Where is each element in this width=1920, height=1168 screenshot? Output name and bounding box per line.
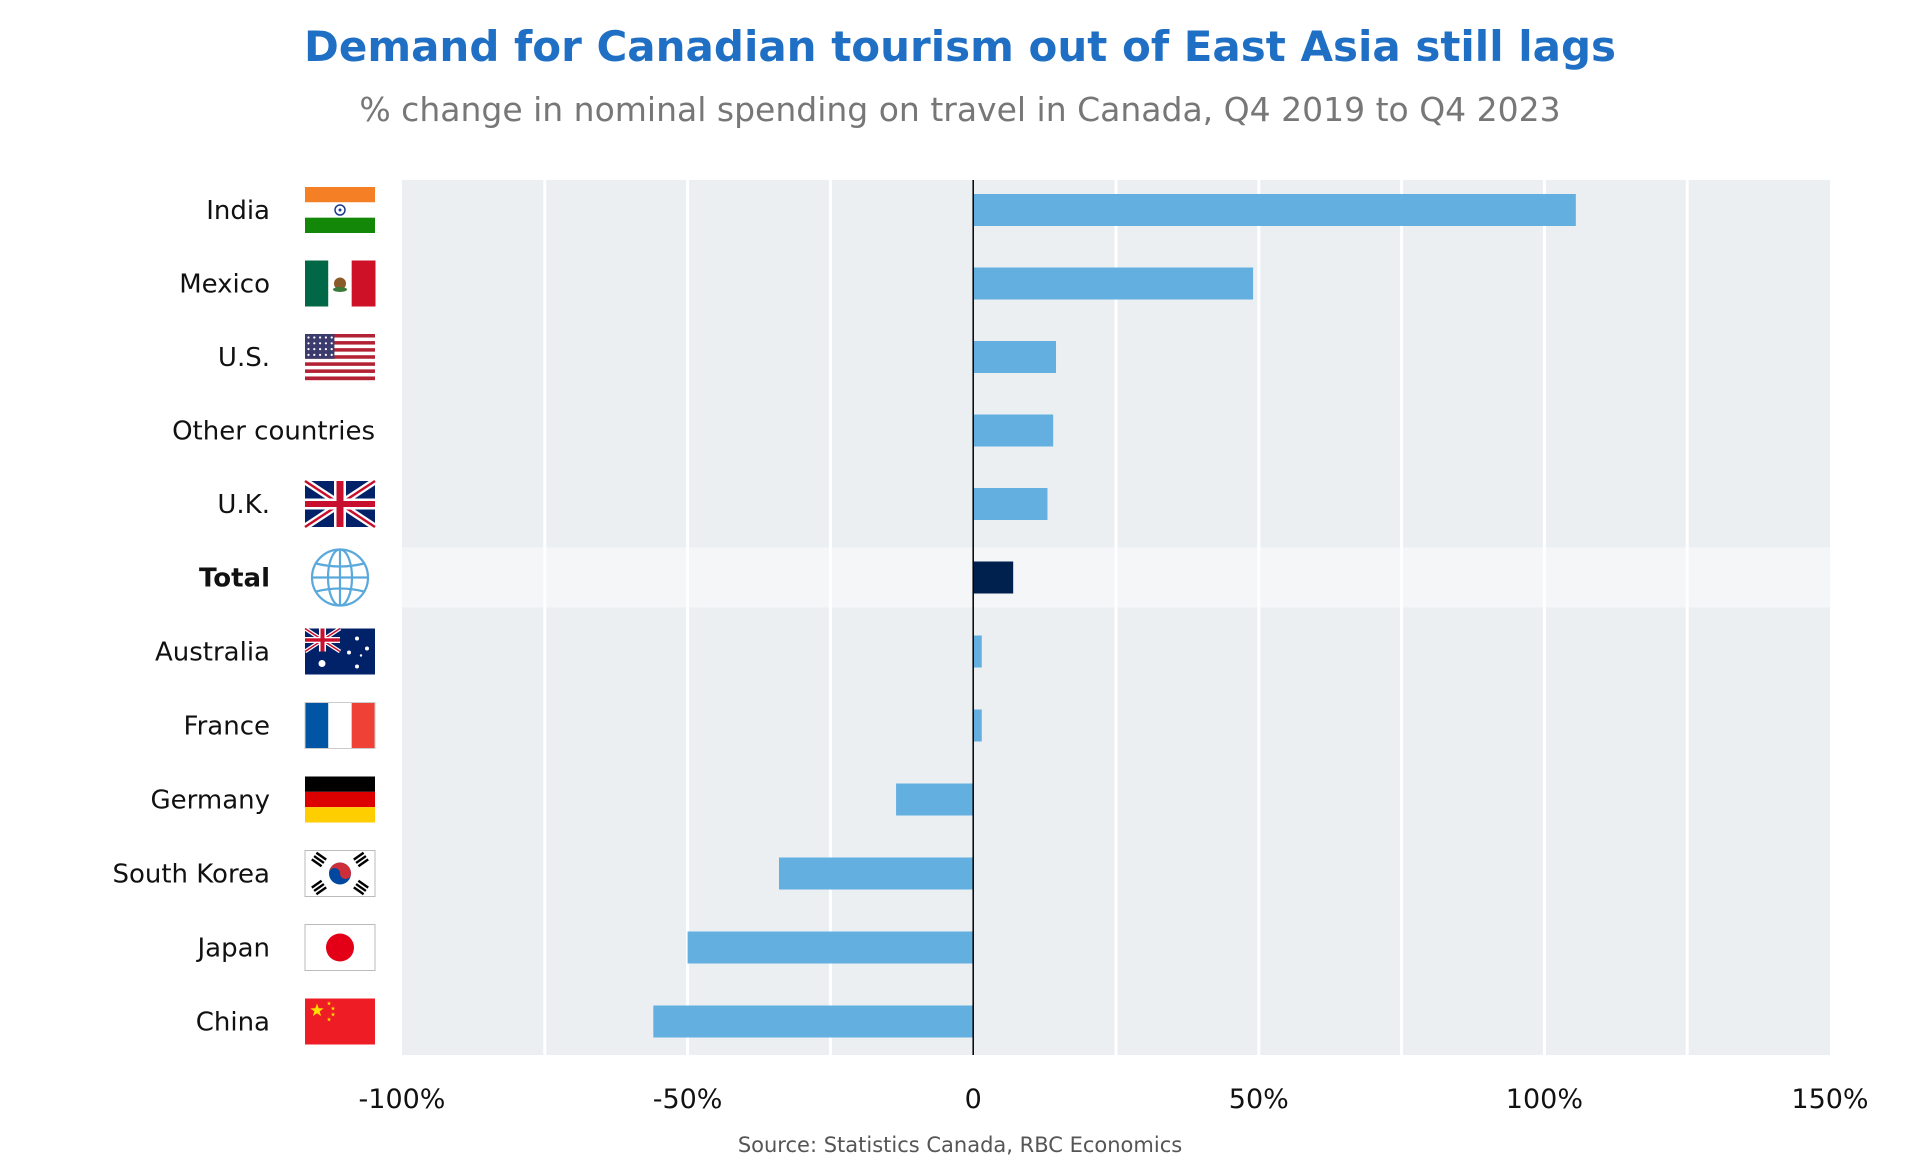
france-flag-icon: [304, 702, 376, 749]
x-tick-label: 0: [965, 1084, 982, 1115]
bar-germany: [896, 783, 974, 816]
category-label: U.S.: [218, 343, 270, 373]
x-tick-label: 50%: [1229, 1084, 1289, 1115]
bar-other-countries: [973, 414, 1054, 447]
bar-mexico: [973, 267, 1254, 300]
south-korea-flag-icon: [304, 850, 376, 897]
chart-source: Source: Statistics Canada, RBC Economics: [737, 1133, 1183, 1157]
category-label: Total: [199, 564, 270, 594]
bar-u-k: [973, 488, 1048, 520]
category-label: South Korea: [112, 860, 270, 890]
category-label: Other countries: [172, 417, 375, 447]
category-label: Australia: [155, 638, 270, 668]
category-label: France: [184, 712, 270, 742]
bar-india: [973, 194, 1576, 226]
category-label: Japan: [195, 934, 270, 964]
x-tick-label: 150%: [1791, 1084, 1868, 1115]
australia-flag-icon: [303, 626, 375, 675]
uk-flag-icon: [303, 478, 377, 530]
x-tick-label: -50%: [653, 1084, 723, 1115]
bar-u-s: [973, 341, 1057, 373]
bar-china: [653, 1005, 974, 1038]
category-label: Mexico: [179, 270, 270, 300]
chart-title: Demand for Canadian tourism out of East …: [303, 22, 1617, 71]
chart-subtitle: % change in nominal spending on travel i…: [359, 90, 1561, 129]
bar-france: [973, 709, 982, 742]
category-label: Germany: [150, 786, 270, 816]
us-flag-icon: [305, 334, 375, 381]
x-tick-label: 100%: [1506, 1084, 1583, 1115]
category-label: China: [196, 1008, 270, 1038]
japan-flag-icon: [304, 924, 376, 971]
x-tick-label: -100%: [359, 1084, 446, 1115]
germany-flag-icon: [305, 776, 375, 823]
india-flag-icon: [305, 187, 375, 233]
globe-icon: [310, 548, 370, 607]
category-label: U.K.: [217, 490, 270, 520]
bar-total: [973, 561, 1014, 594]
china-flag-icon: [305, 998, 375, 1045]
bar-south-korea: [778, 857, 974, 890]
bar-japan: [687, 931, 974, 964]
bar-australia: [973, 635, 982, 668]
category-label: India: [206, 196, 270, 226]
mexico-flag-icon: [305, 260, 376, 307]
